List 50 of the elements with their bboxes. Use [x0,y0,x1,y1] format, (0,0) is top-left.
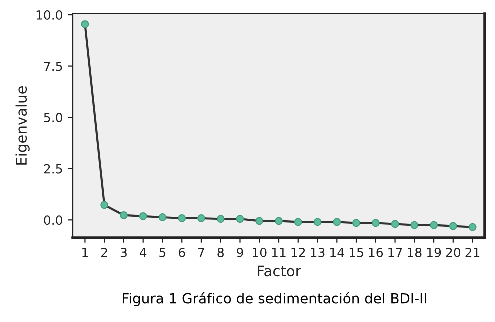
point [449,222,458,230]
point [430,221,438,230]
y-tick-label: 5.0 [44,113,62,123]
x-tick-label: 8 [218,248,224,258]
text: Figura 1 Gráfico de sedimentación del BDI-II [123,292,426,306]
x-tick-label: 10 [253,248,267,258]
x-tick-label: 3 [120,248,127,258]
x-tick-label: 20 [446,248,461,258]
point [216,215,225,224]
x-tick-label: 1 [82,248,88,258]
point [81,20,90,28]
x-tick-label: 4 [140,248,147,258]
point [410,221,419,230]
x-tick-label: 13 [311,248,325,258]
x-tick-label: 5 [160,248,166,258]
point [256,217,264,226]
y-axis-title: Eigenvalue [16,86,30,165]
x-tick-label: 11 [272,248,286,258]
y-tick-label: 0.0 [44,216,62,226]
point [158,214,167,222]
x-tick-label: 2 [102,248,108,258]
point [178,214,186,222]
point [236,215,244,224]
x-tick-label: 18 [408,248,422,258]
x-tick-label: 19 [427,248,442,258]
y-tick-label: 10.0 [36,10,62,20]
x-tick-label: 9 [237,248,244,258]
point [352,219,360,228]
x-tick-label: 12 [292,248,306,258]
x-tick-label: 21 [466,248,480,258]
y-tick-label: 7.5 [44,62,62,72]
point [314,218,322,226]
point [120,211,128,220]
point [391,220,400,228]
x-tick-label: 6 [179,248,186,258]
x-tick-label: 15 [350,248,364,258]
point [100,201,109,210]
point [468,223,477,232]
point [294,218,302,226]
x-tick-label: 7 [198,248,204,258]
point [275,217,283,226]
y-tick-label: 2.5 [44,164,62,174]
point [333,218,342,226]
point [372,219,380,228]
point [139,212,148,220]
x-tick-label: 16 [369,248,384,258]
x-tick-label: 14 [330,248,344,258]
point [198,214,206,222]
x-axis-title: Factor [258,266,302,277]
x-tick-label: 17 [388,248,402,258]
